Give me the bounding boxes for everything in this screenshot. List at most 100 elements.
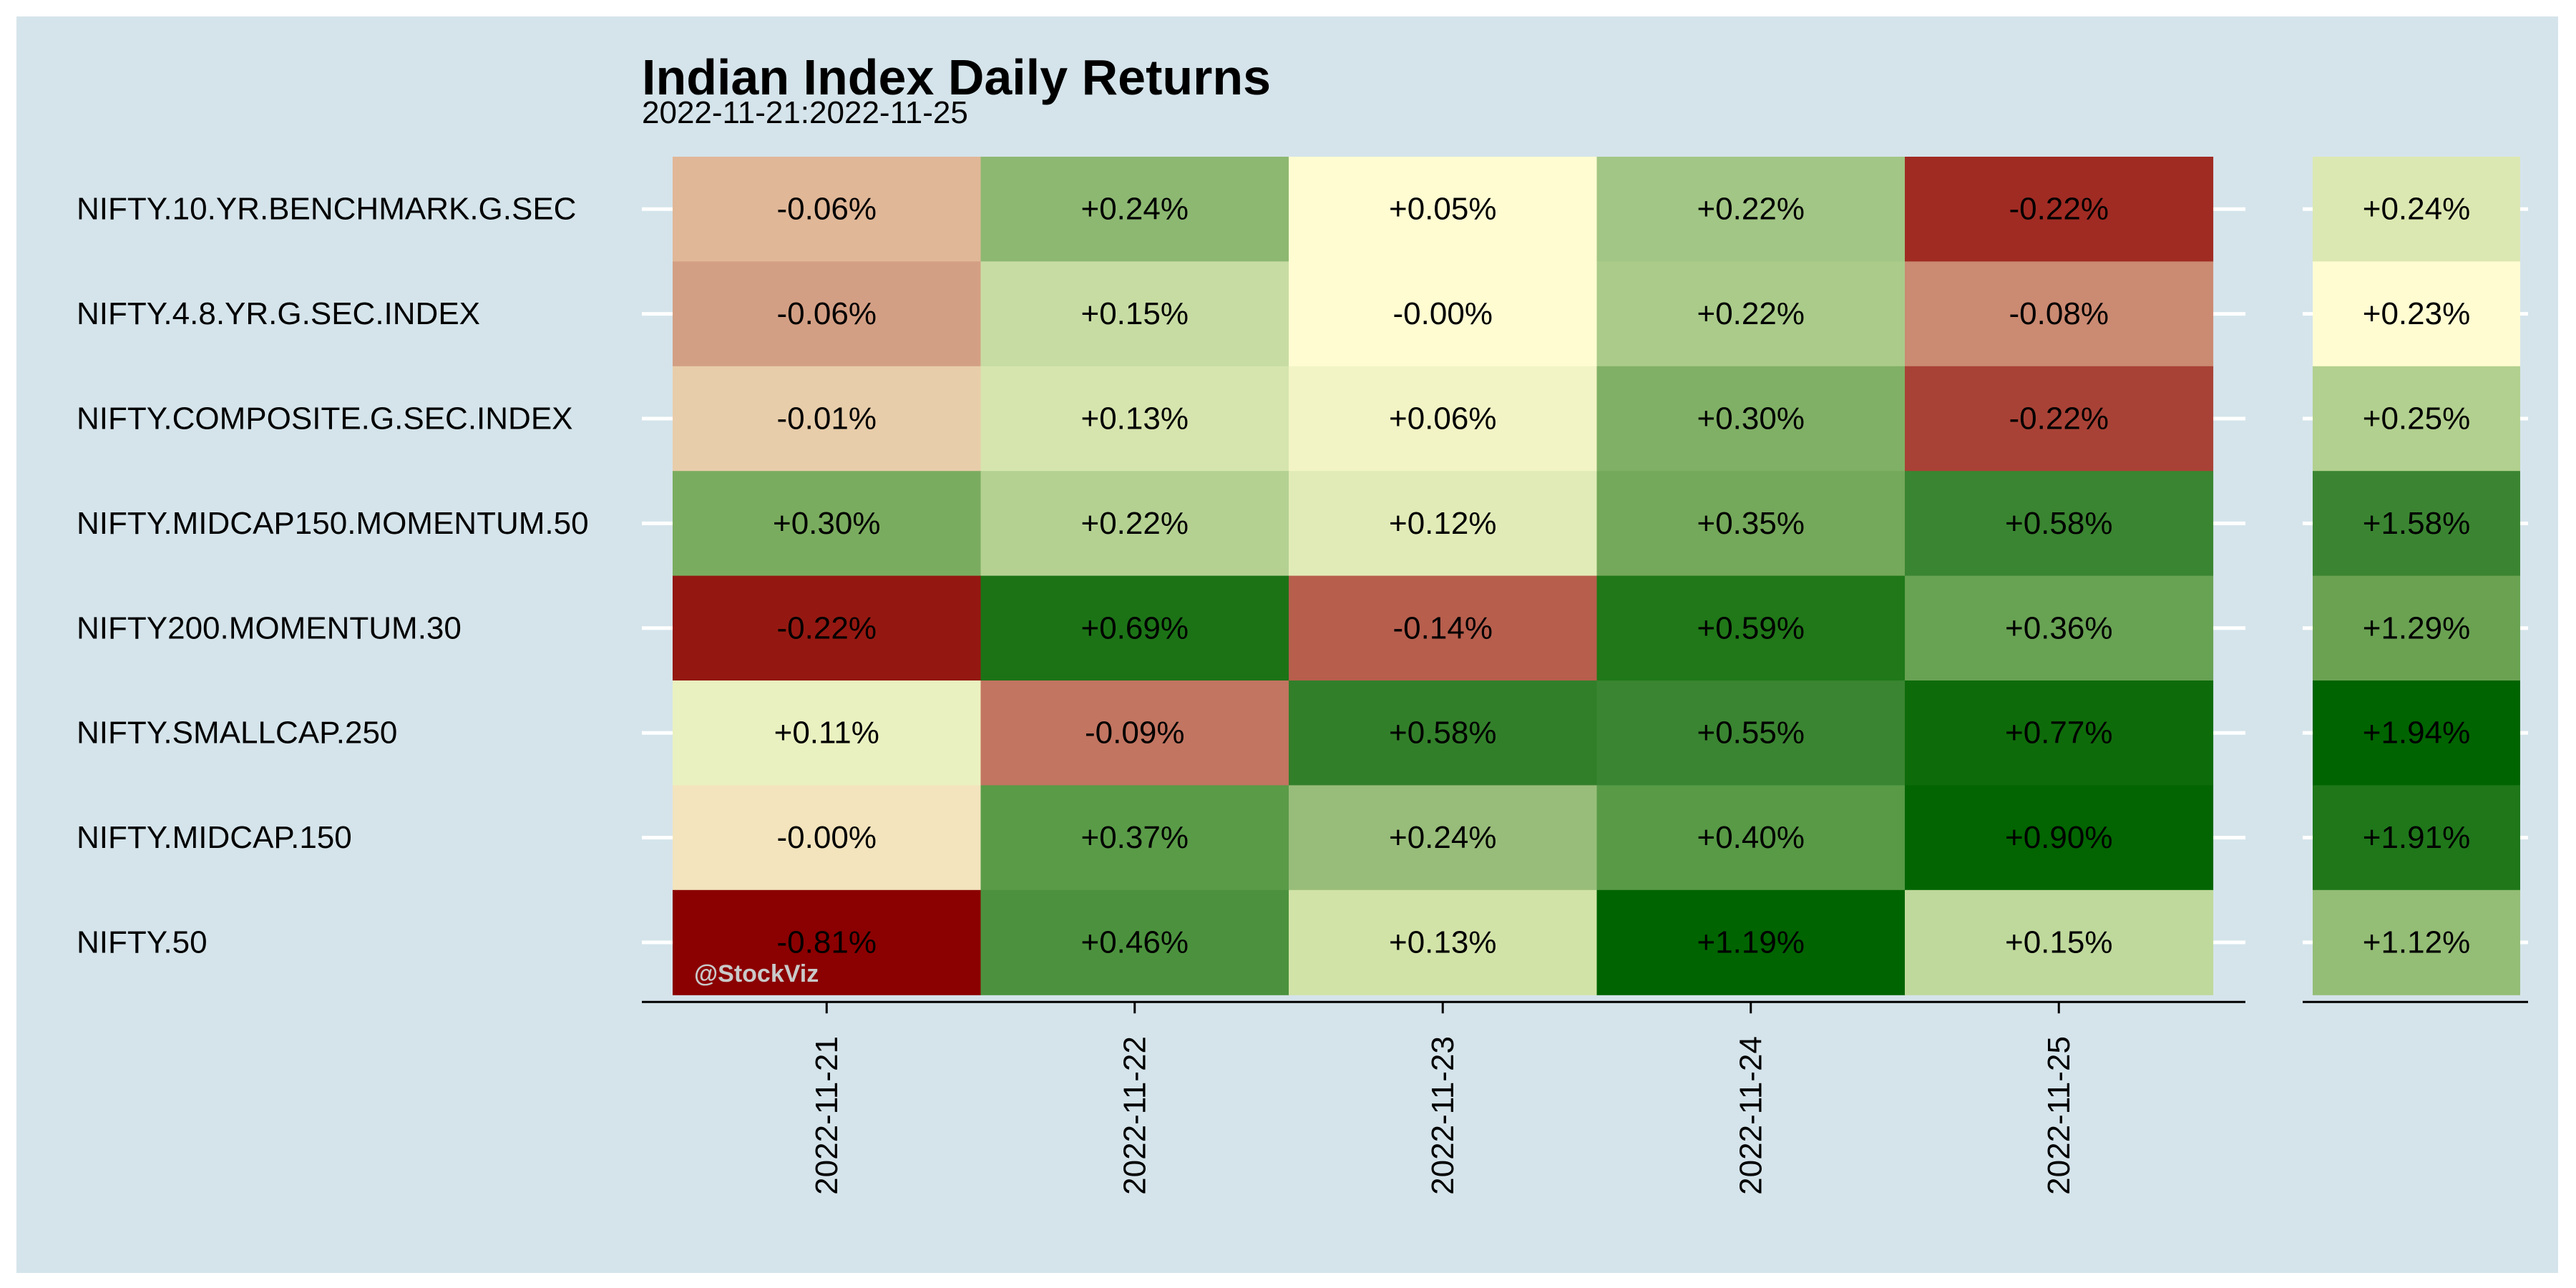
x-tick-label: 2022-11-25 (2041, 1036, 2077, 1195)
cell-label: +0.69% (1081, 610, 1189, 645)
heatmap-cell (980, 889, 1289, 995)
total-label: +0.24% (2363, 192, 2470, 227)
heatmap-cell (1289, 889, 1598, 995)
cell-label: +0.22% (1697, 296, 1805, 331)
cell-label: +0.05% (1389, 192, 1496, 227)
heatmap-cell (1596, 889, 1906, 995)
row-label: NIFTY.4.8.YR.G.SEC.INDEX (77, 296, 480, 331)
heatmap-cell (1905, 366, 2214, 472)
heatmap-cell (673, 471, 982, 577)
row-label: NIFTY.SMALLCAP.250 (77, 716, 397, 751)
heatmap-cell (1289, 471, 1598, 577)
heatmap-cell (980, 680, 1289, 786)
heatmap-cell (673, 785, 982, 891)
heatmap-cell (1596, 471, 1906, 577)
cell-label: +0.77% (2005, 716, 2112, 751)
total-label: +1.12% (2363, 925, 2470, 960)
heatmap-cell (1905, 261, 2214, 367)
heatmap-cell (980, 575, 1289, 681)
x-tick-label: 2022-11-21 (809, 1036, 844, 1195)
row-label: NIFTY.COMPOSITE.G.SEC.INDEX (77, 401, 573, 436)
heatmap-cell (1596, 575, 1906, 681)
cell-label: -0.22% (2009, 401, 2109, 436)
heatmap-cell (1905, 471, 2214, 577)
cell-label: +0.36% (2005, 610, 2112, 645)
heatmap-cell (673, 261, 982, 367)
row-label: NIFTY.50 (77, 925, 208, 960)
cell-label: +0.24% (1389, 820, 1496, 855)
chart-title: Indian Index Daily Returns (642, 49, 1272, 105)
heatmap-cell (1905, 785, 2214, 891)
x-tick-label: 2022-11-24 (1733, 1036, 1768, 1195)
total-label: +1.91% (2363, 820, 2470, 855)
heatmap-cell (1905, 889, 2214, 995)
x-tick-label: 2022-11-22 (1117, 1036, 1152, 1195)
row-label: NIFTY.MIDCAP150.MOMENTUM.50 (77, 506, 589, 541)
watermark-text: @StockViz (694, 960, 819, 987)
total-label: +0.25% (2363, 401, 2470, 436)
cell-label: +0.90% (2005, 820, 2112, 855)
heatmap-cell (673, 680, 982, 786)
heatmap-cell (980, 261, 1289, 367)
heatmap-cell (1289, 575, 1598, 681)
total-cell (2313, 366, 2520, 472)
total-cell (2313, 889, 2520, 995)
cell-label: -0.00% (1393, 296, 1493, 331)
cell-label: -0.00% (777, 820, 877, 855)
heatmap-cell (980, 471, 1289, 577)
cell-label: +0.22% (1697, 192, 1805, 227)
heatmap-cell (1289, 680, 1598, 786)
heatmap-cell (1596, 785, 1906, 891)
cell-label: +0.15% (1081, 296, 1189, 331)
cell-label: +0.12% (1389, 506, 1496, 541)
heatmap-cell (1596, 680, 1906, 786)
chart-subtitle: 2022-11-21:2022-11-25 (642, 95, 968, 130)
heatmap-cell (673, 889, 982, 995)
total-cell (2313, 680, 2520, 786)
cell-label: -0.22% (777, 610, 877, 645)
cell-label: +0.46% (1081, 925, 1189, 960)
heatmap-cell (1905, 575, 2214, 681)
total-cell (2313, 261, 2520, 367)
heatmap-cell (1289, 261, 1598, 367)
cell-label: -0.06% (777, 192, 877, 227)
heatmap-cell (673, 366, 982, 472)
total-label: +0.23% (2363, 296, 2470, 331)
heatmap-cell (1289, 157, 1598, 262)
cell-label: +0.30% (1697, 401, 1805, 436)
row-label: NIFTY.10.YR.BENCHMARK.G.SEC (77, 192, 576, 227)
cell-label: -0.01% (777, 401, 877, 436)
cell-label: +0.58% (1389, 716, 1496, 751)
cell-label: +0.06% (1389, 401, 1496, 436)
x-tick-label: 2022-11-23 (1425, 1036, 1460, 1195)
cell-label: -0.06% (777, 296, 877, 331)
cell-label: -0.22% (2009, 192, 2109, 227)
total-label: +1.94% (2363, 716, 2470, 751)
cell-label: +0.13% (1389, 925, 1496, 960)
cell-label: +1.19% (1697, 925, 1805, 960)
heatmap-cell (980, 366, 1289, 472)
cell-label: +0.59% (1697, 610, 1805, 645)
cell-label: +0.35% (1697, 506, 1805, 541)
cell-label: -0.14% (1393, 610, 1493, 645)
cell-label: +0.30% (773, 506, 880, 541)
cell-label: +0.24% (1081, 192, 1189, 227)
heatmap-cell (1596, 157, 1906, 262)
total-cell (2313, 785, 2520, 891)
total-label: +1.29% (2363, 610, 2470, 645)
heatmap-cell (1289, 785, 1598, 891)
cell-label: -0.08% (2009, 296, 2109, 331)
heatmap-cell (1596, 366, 1906, 472)
heatmap-cell (673, 575, 982, 681)
heatmap-cell (1905, 157, 2214, 262)
heatmap-cell (1289, 366, 1598, 472)
cell-label: +0.37% (1081, 820, 1189, 855)
cell-label: +0.11% (774, 716, 879, 751)
cell-label: -0.09% (1085, 716, 1184, 751)
heatmap-cell (1905, 680, 2214, 786)
heatmap-cell (673, 157, 982, 262)
row-label: NIFTY200.MOMENTUM.30 (77, 610, 462, 645)
cell-label: +0.22% (1081, 506, 1189, 541)
cell-label: +0.15% (2005, 925, 2112, 960)
